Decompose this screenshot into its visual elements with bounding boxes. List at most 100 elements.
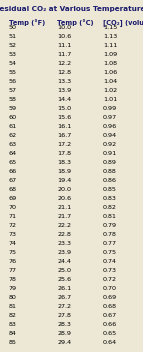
Text: 0.77: 0.77 <box>103 241 117 246</box>
Text: 24.4: 24.4 <box>57 259 71 264</box>
Text: 1.02: 1.02 <box>103 88 117 93</box>
Text: 0.88: 0.88 <box>103 169 117 174</box>
Text: 0.83: 0.83 <box>103 196 117 201</box>
Text: 67: 67 <box>9 178 17 183</box>
Text: 51: 51 <box>9 34 17 39</box>
Text: 79: 79 <box>9 286 17 291</box>
Text: 28.3: 28.3 <box>57 322 71 327</box>
Text: [CO₂] (volumes): [CO₂] (volumes) <box>103 19 143 26</box>
Text: 54: 54 <box>9 61 17 66</box>
Text: 78: 78 <box>9 277 16 282</box>
Text: 1.01: 1.01 <box>103 97 117 102</box>
Text: 77: 77 <box>9 268 17 273</box>
Text: 25.0: 25.0 <box>57 268 71 273</box>
Text: 29.4: 29.4 <box>57 340 71 345</box>
Text: 1.15: 1.15 <box>103 25 117 30</box>
Text: 17.2: 17.2 <box>57 142 71 147</box>
Text: 27.8: 27.8 <box>57 313 71 318</box>
Text: 0.91: 0.91 <box>103 151 117 156</box>
Text: 25.6: 25.6 <box>57 277 71 282</box>
Text: 0.85: 0.85 <box>103 187 117 192</box>
Text: 0.79: 0.79 <box>103 223 117 228</box>
Text: 70: 70 <box>9 205 17 210</box>
Text: Temp (°F): Temp (°F) <box>9 19 45 26</box>
Text: 28.9: 28.9 <box>57 331 71 336</box>
Text: 50: 50 <box>9 25 17 30</box>
Text: 16.7: 16.7 <box>57 133 72 138</box>
Text: 61: 61 <box>9 124 17 129</box>
Text: 15.6: 15.6 <box>57 115 72 120</box>
Text: Temp (°C): Temp (°C) <box>57 19 94 26</box>
Text: 0.86: 0.86 <box>103 178 117 183</box>
Text: 0.74: 0.74 <box>103 259 117 264</box>
Text: 0.99: 0.99 <box>103 106 117 111</box>
Text: 22.8: 22.8 <box>57 232 71 237</box>
Text: 13.3: 13.3 <box>57 79 71 84</box>
Text: 1.11: 1.11 <box>103 43 117 48</box>
Text: 18.3: 18.3 <box>57 160 71 165</box>
Text: 62: 62 <box>9 133 17 138</box>
Text: 58: 58 <box>9 97 16 102</box>
Text: 76: 76 <box>9 259 17 264</box>
Text: 63: 63 <box>9 142 17 147</box>
Text: 60: 60 <box>9 115 17 120</box>
Text: 85: 85 <box>9 340 16 345</box>
Text: 0.81: 0.81 <box>103 214 117 219</box>
Text: 27.2: 27.2 <box>57 304 71 309</box>
Text: 23.3: 23.3 <box>57 241 71 246</box>
Text: 10.6: 10.6 <box>57 34 72 39</box>
Text: 84: 84 <box>9 331 16 336</box>
Text: 11.7: 11.7 <box>57 52 72 57</box>
Text: 72: 72 <box>9 223 17 228</box>
Text: 0.96: 0.96 <box>103 124 117 129</box>
Text: 0.75: 0.75 <box>103 250 117 255</box>
Text: 57: 57 <box>9 88 17 93</box>
Text: 12.2: 12.2 <box>57 61 71 66</box>
Text: 21.7: 21.7 <box>57 214 71 219</box>
Text: 69: 69 <box>9 196 17 201</box>
Text: 20.6: 20.6 <box>57 196 71 201</box>
Text: 56: 56 <box>9 79 17 84</box>
Text: 52: 52 <box>9 43 17 48</box>
Text: 1.04: 1.04 <box>103 79 117 84</box>
Text: 15.0: 15.0 <box>57 106 71 111</box>
Text: 0.78: 0.78 <box>103 232 117 237</box>
Text: 0.68: 0.68 <box>103 304 117 309</box>
Text: 1.13: 1.13 <box>103 34 117 39</box>
Text: 71: 71 <box>9 214 17 219</box>
Text: 13.9: 13.9 <box>57 88 72 93</box>
Text: 0.82: 0.82 <box>103 205 117 210</box>
Text: 65: 65 <box>9 160 17 165</box>
Text: 53: 53 <box>9 52 17 57</box>
Text: 26.7: 26.7 <box>57 295 71 300</box>
Text: 0.70: 0.70 <box>103 286 117 291</box>
Text: 1.08: 1.08 <box>103 61 117 66</box>
Text: 0.69: 0.69 <box>103 295 117 300</box>
Text: 11.1: 11.1 <box>57 43 72 48</box>
Text: 81: 81 <box>9 304 17 309</box>
Text: 0.66: 0.66 <box>103 322 117 327</box>
Text: 21.1: 21.1 <box>57 205 72 210</box>
Text: 75: 75 <box>9 250 17 255</box>
Text: 82: 82 <box>9 313 16 318</box>
Text: 10.0: 10.0 <box>57 25 71 30</box>
Text: 0.92: 0.92 <box>103 142 117 147</box>
Text: 0.72: 0.72 <box>103 277 117 282</box>
Text: 0.97: 0.97 <box>103 115 117 120</box>
Text: 17.8: 17.8 <box>57 151 71 156</box>
Text: 19.4: 19.4 <box>57 178 72 183</box>
Text: 22.2: 22.2 <box>57 223 71 228</box>
Text: 83: 83 <box>9 322 16 327</box>
Text: 0.73: 0.73 <box>103 268 117 273</box>
Text: 12.8: 12.8 <box>57 70 71 75</box>
Text: 0.94: 0.94 <box>103 133 117 138</box>
Text: 1.09: 1.09 <box>103 52 117 57</box>
Text: 55: 55 <box>9 70 17 75</box>
Text: 59: 59 <box>9 106 17 111</box>
Text: 20.0: 20.0 <box>57 187 71 192</box>
Text: 18.9: 18.9 <box>57 169 71 174</box>
Text: 0.89: 0.89 <box>103 160 117 165</box>
Text: 0.67: 0.67 <box>103 313 117 318</box>
Text: 74: 74 <box>9 241 17 246</box>
Text: 66: 66 <box>9 169 17 174</box>
